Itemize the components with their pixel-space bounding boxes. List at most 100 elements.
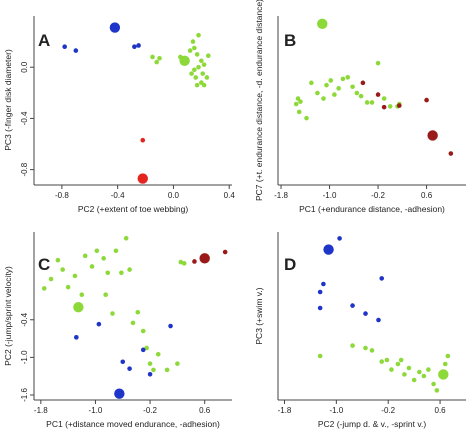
data-point-blue <box>120 359 126 365</box>
data-point-green <box>72 273 78 279</box>
data-point-green <box>179 55 190 67</box>
data-point-blue <box>114 388 125 399</box>
panel-d: D -1.8 -1.0 -0.2 0.6 PC2 (-jump d. & v., -s… <box>254 232 466 429</box>
data-point-green <box>369 348 375 353</box>
data-point-green <box>417 369 422 375</box>
data-point-green <box>204 75 210 80</box>
data-point-blue <box>73 48 79 53</box>
data-point-green <box>130 320 136 326</box>
data-point-blue <box>168 323 173 329</box>
data-point-darkred <box>424 97 429 103</box>
data-point-green <box>317 353 323 359</box>
data-point-green <box>350 84 355 90</box>
data-point-green <box>304 115 309 121</box>
data-point-green <box>79 292 85 297</box>
data-point-green <box>431 381 436 387</box>
data-point-green <box>324 82 329 88</box>
y-axis-label: PC7 (+t. endurance distance, -d. enduran… <box>254 0 264 201</box>
data-point-blue <box>363 311 368 316</box>
x-tick-label: 0.0 <box>168 191 180 200</box>
data-point-blue <box>62 44 67 50</box>
x-tick-label: -1.8 <box>34 406 48 415</box>
data-point-green <box>384 357 390 363</box>
data-point-green <box>293 101 299 107</box>
data-point-blue <box>379 276 385 281</box>
data-point-green <box>101 256 106 261</box>
data-point-green <box>375 60 381 66</box>
data-point-green <box>194 52 200 57</box>
data-point-green <box>194 82 200 88</box>
y-tick-label: -0.4 <box>20 111 29 125</box>
x-axis-label: PC1 (+endurance distance, -adhesion) <box>299 204 445 214</box>
data-point-green <box>309 80 314 86</box>
data-point-green <box>395 361 401 367</box>
data-point-green <box>41 286 47 291</box>
panel-c: C -1.8 -1.0 -0.2 0.6 -0.4 -1.0 -1.6 PC1 (+dist… <box>3 232 232 429</box>
data-point-green <box>406 365 412 371</box>
data-point-blue <box>350 303 355 308</box>
panel-letter: D <box>284 255 296 274</box>
data-point-blue <box>323 244 334 255</box>
data-point-green <box>55 257 61 263</box>
data-point-blue <box>96 321 102 327</box>
data-point-green <box>193 75 199 80</box>
data-point-green <box>332 92 337 97</box>
y-tick-label: -1.0 <box>20 350 29 364</box>
data-point-green <box>119 270 124 276</box>
data-point-green <box>354 90 360 96</box>
data-point-green <box>89 264 95 269</box>
data-point-darkred <box>222 249 228 255</box>
data-point-blue <box>136 43 141 48</box>
data-point-green <box>315 90 320 96</box>
data-point-green <box>379 359 385 364</box>
data-point-green <box>164 367 170 373</box>
data-point-green <box>438 369 449 380</box>
x-tick-label: -1.8 <box>274 191 288 200</box>
data-point-green <box>189 71 194 76</box>
data-point-green <box>199 58 204 64</box>
x-tick-label: 0.6 <box>435 406 447 415</box>
x-tick-label: 0.6 <box>199 406 211 415</box>
data-point-green <box>82 253 88 259</box>
data-point-red <box>137 173 148 184</box>
data-point-green <box>196 32 201 38</box>
data-point-green <box>192 45 197 51</box>
data-point-darkred <box>427 130 438 141</box>
data-point-green <box>442 361 448 367</box>
data-point-green <box>364 100 370 105</box>
data-point-green <box>151 367 156 373</box>
data-point-green <box>73 302 84 313</box>
data-point-green <box>48 276 54 282</box>
y-tick-label: -1.6 <box>20 388 29 402</box>
data-point-green <box>426 367 431 372</box>
data-point-green <box>402 372 407 377</box>
y-tick-label: -0.4 <box>20 312 29 326</box>
data-point-green <box>328 78 334 83</box>
data-point-green <box>411 377 417 383</box>
y-axis-label: PC2 (-jump/sprint velocity) <box>3 266 13 366</box>
data-point-green <box>135 309 141 315</box>
panel-a: A -0.8 -0.4 0.0 0.4 0.0 -0.4 -0.8 PC2 (+extent… <box>3 16 235 214</box>
data-point-darkred <box>448 151 454 156</box>
data-point-green <box>150 54 155 60</box>
x-tick-label: -0.8 <box>55 191 69 200</box>
y-axis-label: PC3 (-finger disk diameter) <box>3 49 13 151</box>
data-point-green <box>181 261 187 266</box>
data-point-darkred <box>375 92 381 97</box>
data-point-green <box>369 100 375 105</box>
data-point-green <box>155 351 161 357</box>
data-point-green <box>336 86 341 91</box>
data-point-green <box>201 62 207 67</box>
data-point-green <box>94 248 100 254</box>
data-point-green <box>317 18 328 30</box>
data-point-green <box>421 373 427 379</box>
data-point-green <box>154 59 160 65</box>
data-point-green <box>434 388 440 393</box>
data-point-green <box>387 104 393 109</box>
data-point-green <box>389 367 394 372</box>
data-point-green <box>298 99 303 104</box>
data-point-green <box>358 93 364 99</box>
data-point-green <box>345 75 351 80</box>
data-point-green <box>201 82 207 88</box>
